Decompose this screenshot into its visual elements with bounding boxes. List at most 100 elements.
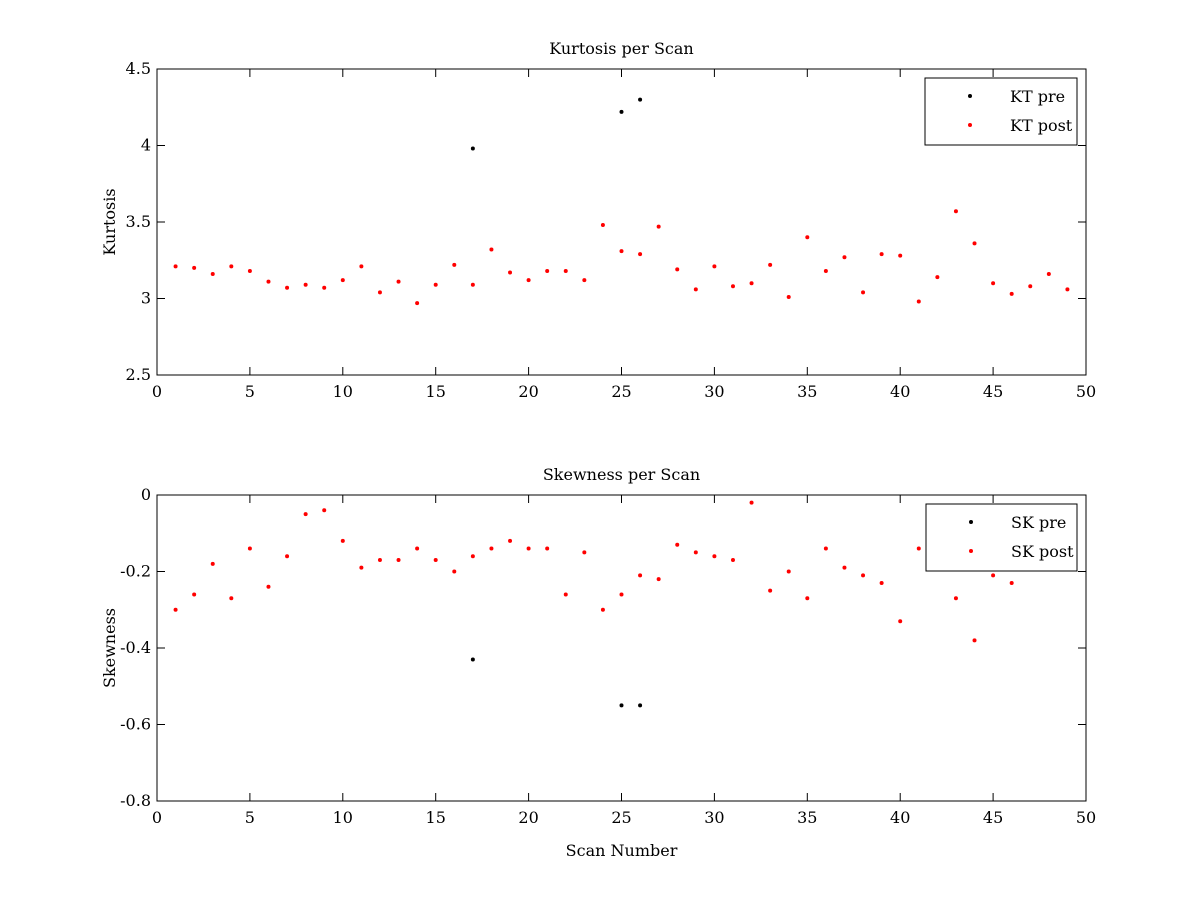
y-tick-label: -0.8 xyxy=(120,791,151,810)
x-tick-label: 30 xyxy=(704,808,724,827)
data-point xyxy=(377,558,382,563)
data-point xyxy=(619,109,624,114)
data-point xyxy=(638,252,643,257)
x-tick-label: 40 xyxy=(890,808,910,827)
data-point xyxy=(322,285,327,290)
x-tick-label: 25 xyxy=(611,808,631,827)
legend-box xyxy=(924,77,1078,146)
data-point xyxy=(972,638,977,643)
y-tick-label: 3.5 xyxy=(126,212,151,231)
x-tick-label: 25 xyxy=(611,382,631,401)
legend-entry: SK post xyxy=(1011,542,1074,561)
data-point xyxy=(377,290,382,295)
chart-title: Kurtosis per Scan xyxy=(549,39,693,58)
data-point xyxy=(1009,580,1014,585)
data-point xyxy=(396,558,401,563)
y-axis-label: Kurtosis xyxy=(100,188,119,255)
y-tick-label: 4 xyxy=(141,136,151,155)
data-point xyxy=(247,268,252,273)
data-point xyxy=(619,249,624,254)
data-point xyxy=(898,619,903,624)
data-point xyxy=(730,558,735,563)
data-point xyxy=(526,278,531,283)
legend-entry: SK pre xyxy=(1011,513,1066,532)
data-point xyxy=(693,287,698,292)
y-tick-label: -0.6 xyxy=(120,715,151,734)
x-tick-label: 5 xyxy=(245,808,255,827)
legend-marker xyxy=(968,123,972,127)
y-tick-label: 3 xyxy=(141,289,151,308)
data-point xyxy=(470,554,475,559)
data-point xyxy=(953,596,958,601)
data-point xyxy=(786,569,791,574)
x-tick-label: 15 xyxy=(426,382,446,401)
data-point xyxy=(656,577,661,582)
x-tick-label: 20 xyxy=(518,382,538,401)
x-tick-label: 45 xyxy=(983,382,1003,401)
data-point xyxy=(768,262,773,267)
data-point xyxy=(173,607,178,612)
data-point xyxy=(452,262,457,267)
data-point xyxy=(359,565,364,570)
data-point xyxy=(563,592,568,597)
x-tick-label: 40 xyxy=(890,382,910,401)
data-point xyxy=(768,588,773,593)
data-point xyxy=(192,592,197,597)
data-point xyxy=(675,267,680,272)
y-axis-label: Skewness xyxy=(100,608,119,688)
data-point xyxy=(916,299,921,304)
data-point xyxy=(823,546,828,551)
data-point xyxy=(470,282,475,287)
data-point xyxy=(619,592,624,597)
data-point xyxy=(693,550,698,555)
data-point xyxy=(545,546,550,551)
data-point xyxy=(953,209,958,214)
data-point xyxy=(842,565,847,570)
data-point xyxy=(600,223,605,228)
x-tick-label: 0 xyxy=(152,382,162,401)
data-point xyxy=(322,508,327,513)
legend-marker xyxy=(968,94,972,98)
data-point xyxy=(545,268,550,273)
data-point xyxy=(749,281,754,286)
legend: KT pre KT post xyxy=(924,77,1078,146)
y-tick-label: 2.5 xyxy=(126,365,151,384)
subplot-1: 0 5 10 15 20 25 30 35 40 45 50 2.5 3 3.5 4 4.5 Kurtosis … xyxy=(100,39,1096,401)
data-point xyxy=(285,285,290,290)
data-point xyxy=(303,282,308,287)
x-tick-label: 45 xyxy=(983,808,1003,827)
x-tick-label: 15 xyxy=(426,808,446,827)
data-point xyxy=(935,275,940,280)
y-tick-label: -0.4 xyxy=(120,638,151,657)
data-point xyxy=(229,264,234,269)
data-point xyxy=(582,278,587,283)
data-point xyxy=(805,596,810,601)
data-point xyxy=(879,252,884,257)
data-point xyxy=(712,554,717,559)
data-point xyxy=(861,290,866,295)
x-tick-label: 30 xyxy=(704,382,724,401)
data-point xyxy=(730,284,735,289)
legend-marker xyxy=(969,549,973,553)
data-point xyxy=(619,703,624,708)
x-tick-label: 35 xyxy=(797,808,817,827)
data-point xyxy=(656,224,661,229)
data-point xyxy=(1065,287,1070,292)
data-point xyxy=(991,573,996,578)
data-point xyxy=(526,546,531,551)
legend-entry: KT post xyxy=(1010,116,1073,135)
data-point xyxy=(210,561,215,566)
y-tick-label: 0 xyxy=(141,485,151,504)
x-tick-label: 35 xyxy=(797,382,817,401)
data-point xyxy=(712,264,717,269)
data-point xyxy=(229,596,234,601)
data-point xyxy=(879,580,884,585)
data-point xyxy=(470,657,475,662)
x-tick-label: 10 xyxy=(333,382,353,401)
series-pre xyxy=(470,97,643,151)
data-point xyxy=(1009,291,1014,296)
data-point xyxy=(452,569,457,574)
data-point xyxy=(247,546,252,551)
series-post xyxy=(173,209,1070,306)
